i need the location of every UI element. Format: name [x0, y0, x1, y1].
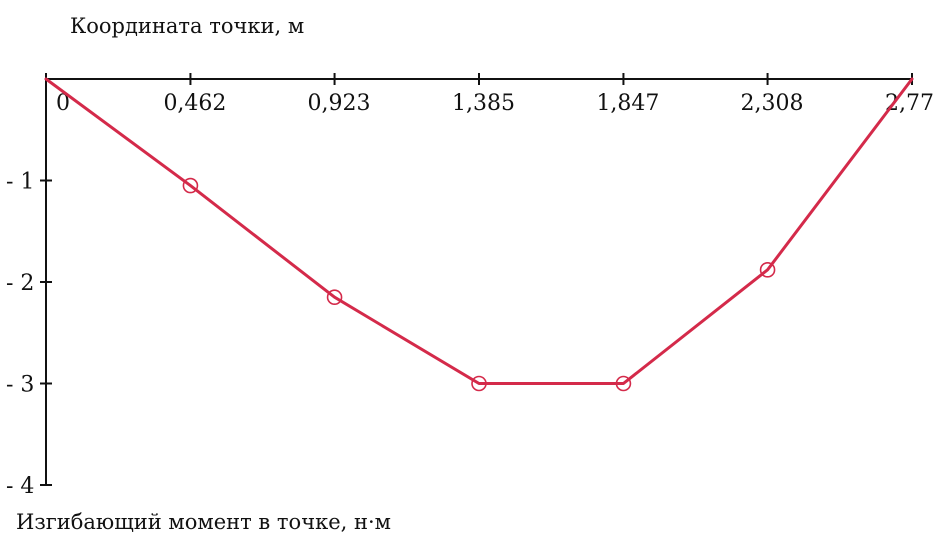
series-point — [471, 375, 487, 392]
y-tick-label: - 4 — [6, 474, 34, 499]
y-tick-label: - 3 — [6, 373, 34, 398]
y-axis-title: Изгибающий момент в точке, н·м — [16, 510, 391, 534]
x-tick-label: 0,462 — [163, 91, 226, 116]
x-tick-label: 0,923 — [308, 91, 371, 116]
series-line — [44, 77, 914, 385]
y-tick-label: - 2 — [6, 271, 34, 296]
series-point — [615, 375, 632, 392]
x-axis-title: Координата точки, м — [70, 14, 304, 38]
x-tick-label: 2,308 — [741, 91, 804, 116]
series-point — [182, 177, 199, 194]
series-point — [759, 262, 776, 278]
x-tick-label: 0 — [56, 91, 70, 116]
series-layer — [44, 77, 914, 392]
y-axis-ticks: - 1 - 2 - 3 - 4 — [6, 170, 52, 499]
x-tick-label: 1,385 — [452, 91, 515, 116]
y-tick-label: - 1 — [6, 170, 34, 195]
series-point — [326, 289, 343, 306]
x-tick-label: 1,847 — [596, 91, 659, 116]
